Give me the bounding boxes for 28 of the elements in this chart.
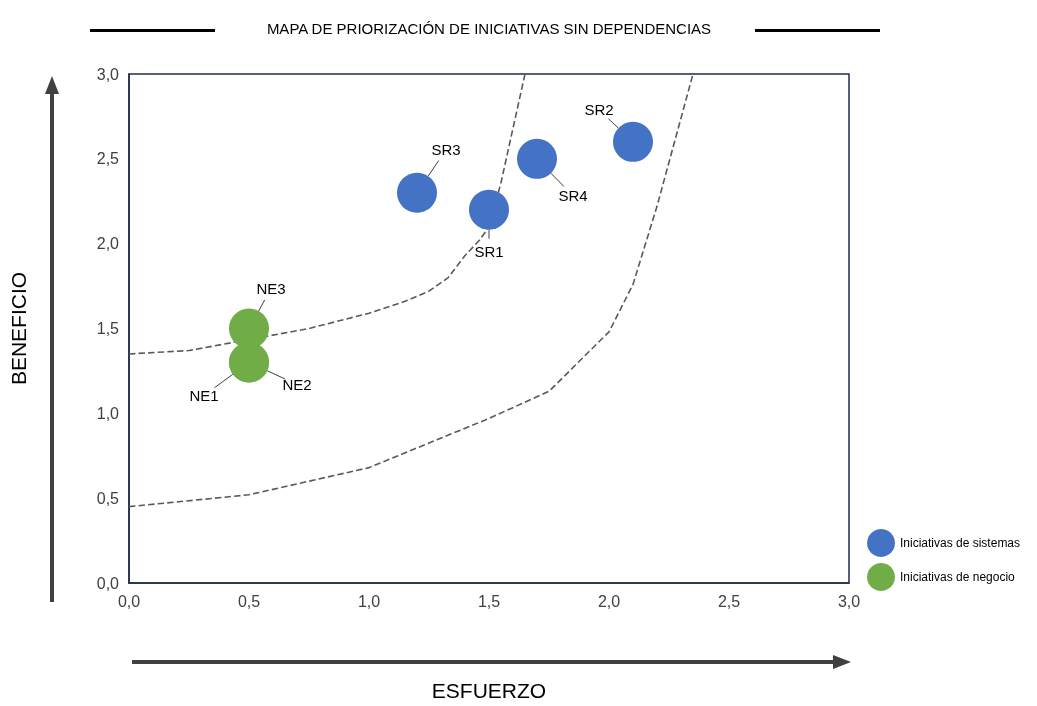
x-tick-label: 0,5 [237,592,261,610]
x-tick-label: 2,0 [597,592,621,610]
line-series [128,73,694,508]
y-tick-label: 0,0 [96,574,120,592]
x-tick-label: 0,0 [117,592,141,610]
y-tick-label: 2,0 [96,235,120,253]
y-tick-label: 3,0 [96,65,120,83]
x-tick-label: 1,5 [477,592,501,610]
annotation: NE3 [256,280,286,297]
y-tick-label: 1,0 [96,404,120,422]
x-tick-label: 3,0 [837,592,861,610]
annotation: SR4 [558,187,588,205]
annotation: SR1 [474,243,504,261]
legend-label: Iniciativas de sistemas [900,536,1021,550]
legend-label: Iniciativas de negocio [900,570,1016,584]
x-tick-label: 1,0 [357,592,381,610]
chart-title: MAPA DE PRIORIZACIÓN DE INICIATIVAS SIN DEPENDENCIAS [266,20,712,37]
x-tick-label: 2,5 [717,592,741,610]
annotation: SR3 [431,141,461,159]
annotation: NE1 [189,386,219,404]
line-series [128,73,526,355]
annotation: SR2 [584,101,614,119]
annotation: NE2 [282,375,312,393]
y-tick-label: 1,5 [96,320,120,337]
y-tick-label: 0,5 [96,489,120,507]
x-axis-title: ESFUERZO [431,679,547,702]
y-axis-title: BENEFICIO [7,271,30,386]
y-tick-label: 2,5 [96,150,120,168]
